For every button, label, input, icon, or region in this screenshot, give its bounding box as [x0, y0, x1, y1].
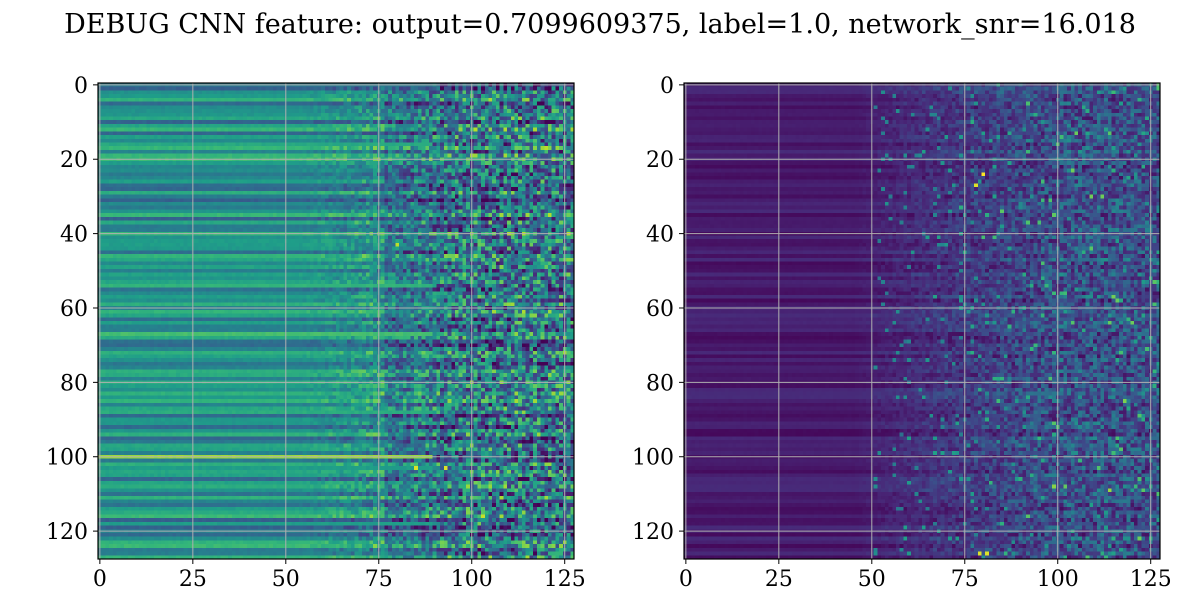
x-tick-label: 125: [544, 567, 586, 592]
axes-frame: [683, 82, 1161, 560]
y-tick-label: 60: [646, 297, 674, 322]
x-tick-label: 125: [1130, 567, 1172, 592]
y-tick-label: 100: [632, 446, 674, 471]
y-tick-label: 120: [46, 520, 88, 545]
y-tick-label: 80: [60, 371, 88, 396]
x-tick-label: 25: [179, 567, 207, 592]
y-tick-label: 80: [646, 371, 674, 396]
right-heatmap-panel: 0 25 50 75 100 125 0 20 40 60 80 100 120: [632, 74, 1172, 592]
y-tick-label: 20: [60, 148, 88, 173]
x-tick-label: 75: [951, 567, 979, 592]
left-heatmap-panel: 0 25 50 75 100 125 0 20 40 60 80 100 120: [46, 74, 586, 592]
y-tick-label: 0: [660, 74, 674, 99]
y-tick-label: 120: [632, 520, 674, 545]
x-tick-label: 50: [272, 567, 300, 592]
y-tick-label: 40: [60, 223, 88, 248]
x-tick-label: 50: [858, 567, 886, 592]
y-tick-label: 0: [74, 74, 88, 99]
x-tick-label: 0: [93, 567, 107, 592]
x-tick-label: 75: [365, 567, 393, 592]
y-tick-label: 40: [646, 223, 674, 248]
x-tick-label: 100: [451, 567, 493, 592]
heatmap-image: [98, 83, 574, 559]
chart-title: DEBUG CNN feature: output=0.7099609375, …: [64, 9, 1136, 40]
y-tick-label: 100: [46, 446, 88, 471]
x-tick-label: 100: [1037, 567, 1079, 592]
axes-frame: [97, 82, 575, 560]
y-tick-label: 60: [60, 297, 88, 322]
x-tick-label: 25: [765, 567, 793, 592]
y-tick-label: 20: [646, 148, 674, 173]
x-tick-label: 0: [679, 567, 693, 592]
heatmap-image: [684, 83, 1160, 559]
